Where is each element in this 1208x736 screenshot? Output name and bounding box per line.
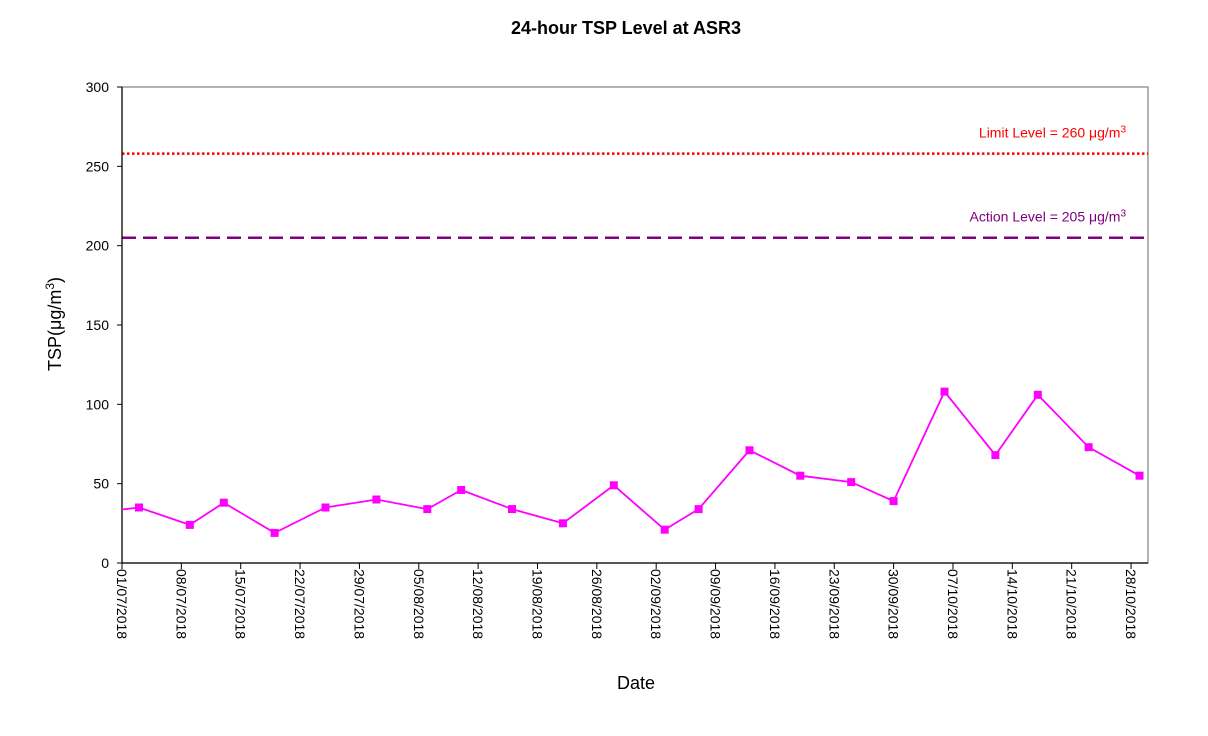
x-tick-label: 09/09/2018 [708,569,724,639]
x-tick-label: 29/07/2018 [351,569,367,639]
y-tick-label: 50 [93,476,109,492]
y-tick-label: 300 [86,79,110,95]
reference-lines: Limit Level = 260 μg/m3 Action Level = 20… [122,124,1148,239]
x-tick-label: 21/10/2018 [1064,569,1080,639]
data-point-marker [321,503,330,512]
action-level-label: Action Level = 205 μg/m3 [970,208,1127,225]
data-point-marker [508,505,516,514]
data-point-marker [940,387,949,396]
x-tick-label: 19/08/2018 [529,569,545,639]
x-tick-label: 05/08/2018 [411,569,427,639]
x-tick-label: 28/10/2018 [1123,569,1139,639]
y-tick-label: 250 [86,158,110,174]
y-tick-label: 200 [86,238,110,254]
x-axis-title: Date [617,673,655,693]
data-point-marker [694,505,703,514]
x-axis: 01/07/2018 08/07/2018 15/07/2018 22/07/2018… [114,562,1148,639]
tsp-series-line [121,389,1140,534]
data-point-marker [1135,471,1144,480]
y-axis: 0 50 100 150 200 250 300 [86,79,123,571]
data-point-marker [796,471,805,480]
data-point-marker [660,525,669,534]
data-point-marker [745,446,754,455]
y-axis-title: TSP(μg/m3) [43,277,65,371]
x-tick-label: 26/08/2018 [589,569,605,639]
y-tick-label: 0 [101,555,109,571]
series-layer [121,387,1144,537]
y-tick-label: 150 [86,317,110,333]
data-point-marker [219,498,228,507]
data-point-marker [609,481,618,490]
y-axis-title-close: ) [45,277,65,283]
y-axis-title-base: TSP( [45,330,65,371]
y-axis-title-unit: μg/m [45,290,65,330]
data-point-marker [135,503,143,512]
limit-level-label: Limit Level = 260 μg/m3 [979,124,1127,141]
data-point-marker [270,528,279,537]
x-tick-label: 22/07/2018 [292,569,308,639]
data-point-marker [1084,443,1093,452]
data-point-marker [372,495,381,504]
x-tick-label: 14/10/2018 [1004,569,1020,639]
data-point-marker [185,520,194,529]
y-tick-label: 100 [86,396,110,412]
x-tick-label: 08/07/2018 [173,569,189,639]
x-tick-label: 02/09/2018 [648,569,664,639]
y-axis-title-sup: 3 [43,283,57,290]
data-point-marker [889,497,898,506]
x-tick-label: 07/10/2018 [945,569,961,639]
x-tick-label: 01/07/2018 [114,569,130,639]
data-point-marker [558,519,567,528]
data-point-marker [847,478,856,487]
data-point-marker [457,486,466,494]
plot-area-frame [121,86,1149,564]
x-tick-label: 23/09/2018 [826,569,842,639]
x-tick-label: 16/09/2018 [767,569,783,639]
data-point-marker [423,505,432,514]
x-tick-label: 12/08/2018 [470,569,486,639]
data-point-marker [991,451,1000,460]
data-point-marker [1033,390,1042,399]
chart-title: 24-hour TSP Level at ASR3 [511,18,741,38]
x-tick-label: 15/07/2018 [233,569,249,639]
x-tick-label: 30/09/2018 [886,569,902,639]
